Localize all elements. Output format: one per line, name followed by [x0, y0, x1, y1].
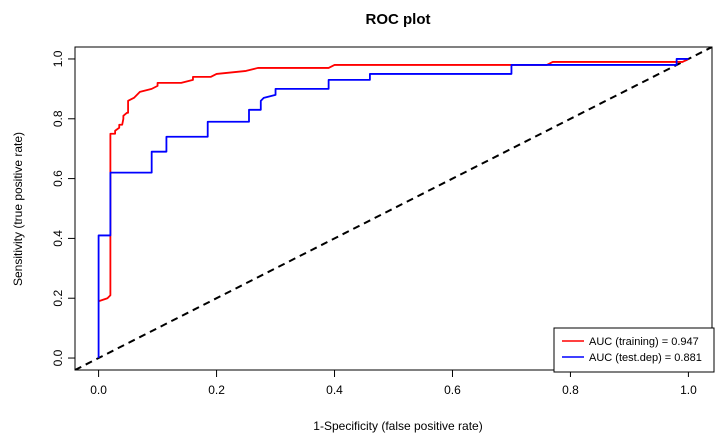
y-tick-label: 0.8: [51, 110, 65, 127]
plot-border: [74, 46, 713, 371]
roc-line-test: [97, 58, 689, 359]
legend-box: [553, 327, 715, 373]
x-tick-label: 0.0: [90, 383, 107, 397]
legend: AUC (training) = 0.947 AUC (test.dep) = 0…: [553, 327, 715, 373]
y-axis-label: Sensitivity (true positive rate): [11, 132, 25, 286]
x-tick-label: 0.4: [326, 383, 343, 397]
x-axis-label: 1-Specificity (false positive rate): [313, 419, 482, 433]
plot-area: [75, 47, 712, 370]
y-tick-label: 0.0: [51, 349, 65, 366]
chart-title: ROC plot: [366, 11, 431, 28]
legend-entry: AUC (test.dep) = 0.881: [589, 352, 702, 364]
y-tick-label: 0.4: [51, 230, 65, 247]
y-tick-label: 1.0: [51, 50, 65, 67]
y-tick-label: 0.6: [51, 170, 65, 187]
legend-entry: AUC (training) = 0.947: [589, 336, 699, 348]
y-tick-label: 0.2: [51, 290, 65, 307]
x-tick-label: 0.2: [208, 383, 225, 397]
axes: 0.0 0.2 0.4 0.6 0.8 1.0 0.0 0.2 0.4 0.6 0.8 1.0: [51, 46, 713, 397]
x-tick-label: 0.8: [562, 383, 579, 397]
reference-diagonal-line: [75, 47, 712, 370]
x-tick-label: 1.0: [680, 383, 697, 397]
x-tick-label: 0.6: [444, 383, 461, 397]
roc-line-training: [98, 58, 689, 303]
